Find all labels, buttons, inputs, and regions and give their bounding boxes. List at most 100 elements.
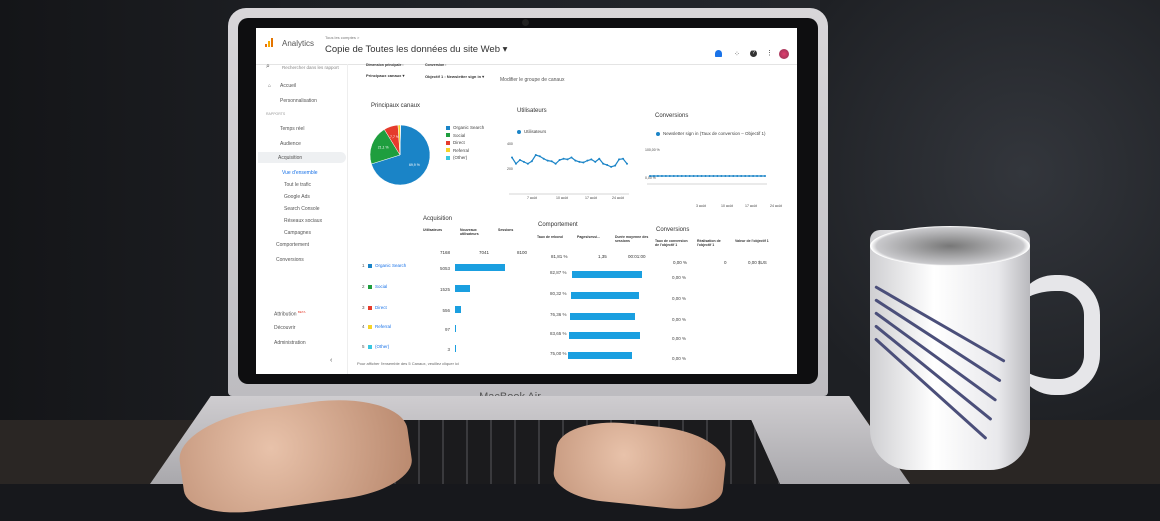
pie-slice[interactable]: [399, 124, 401, 156]
users-point[interactable]: [618, 158, 621, 161]
conv-point[interactable]: [740, 175, 743, 177]
avatar[interactable]: [779, 49, 789, 59]
dimension-dropdown[interactable]: Principaux canaux ▾: [366, 73, 405, 78]
sidebar-sub-search-console[interactable]: Search Console: [284, 206, 320, 212]
conv-point[interactable]: [692, 175, 695, 177]
users-point[interactable]: [514, 162, 517, 165]
users-point[interactable]: [606, 164, 609, 166]
conv-point[interactable]: [680, 175, 683, 177]
conv-point[interactable]: [716, 175, 719, 177]
conv-point[interactable]: [708, 175, 711, 177]
sidebar-item-attribution[interactable]: Attribution BETA: [274, 310, 306, 318]
sidebar-sub-tout-le-trafic[interactable]: Tout le trafic: [284, 182, 311, 188]
conv-point[interactable]: [732, 175, 735, 177]
users-point[interactable]: [566, 158, 569, 161]
users-point[interactable]: [626, 162, 628, 165]
users-point[interactable]: [570, 156, 573, 159]
channel-link[interactable]: (Other): [375, 344, 390, 349]
conv-point[interactable]: [688, 175, 691, 177]
conv-point[interactable]: [704, 175, 707, 177]
conv-point[interactable]: [696, 175, 699, 177]
apps-icon[interactable]: ⁘: [734, 51, 740, 58]
conv-point[interactable]: [744, 175, 747, 177]
sidebar-item-audience[interactable]: Audience: [280, 141, 301, 147]
users-point[interactable]: [598, 157, 601, 160]
more-icon[interactable]: ⋮: [766, 50, 773, 57]
conv-point[interactable]: [652, 175, 655, 177]
modify-channel-group-link[interactable]: Modifier le groupe de canaux: [500, 77, 565, 83]
conv-point[interactable]: [656, 175, 659, 177]
sidebar-item-temps-reel[interactable]: Temps réel: [280, 126, 305, 132]
sidebar-item-decouvrir[interactable]: Découvrir: [274, 325, 296, 331]
conv-point[interactable]: [748, 175, 751, 177]
column-header[interactable]: Pages/sessi...: [577, 235, 600, 239]
search-input[interactable]: Rechercher dans les rapport: [282, 65, 339, 70]
users-point[interactable]: [578, 160, 581, 163]
users-point[interactable]: [590, 158, 593, 161]
sidebar-item-conversions[interactable]: Conversions: [276, 257, 304, 263]
conv-point[interactable]: [676, 175, 679, 177]
conv-point[interactable]: [684, 175, 687, 177]
column-header[interactable]: Valeur de l'objectif 1: [735, 239, 769, 243]
sidebar-item-accueil[interactable]: Accueil: [280, 83, 297, 89]
column-header[interactable]: Réalisation de l'objectif 1: [697, 239, 721, 247]
breadcrumb[interactable]: Tous les comptes >: [325, 35, 360, 40]
notifications-icon[interactable]: [715, 50, 722, 57]
conv-point[interactable]: [649, 175, 651, 177]
conv-point[interactable]: [736, 175, 739, 177]
users-point[interactable]: [554, 162, 557, 165]
users-point[interactable]: [518, 159, 521, 161]
users-point[interactable]: [602, 162, 605, 165]
conv-point[interactable]: [728, 175, 731, 177]
column-header[interactable]: Taux de conversion de l'objectif 1: [655, 239, 688, 247]
users-point[interactable]: [622, 157, 625, 160]
conv-point[interactable]: [760, 175, 763, 177]
show-all-channels-link[interactable]: Pour afficher l'ensemble des 5 Canaux, v…: [357, 361, 459, 366]
conv-point[interactable]: [660, 175, 663, 177]
conv-point[interactable]: [700, 175, 703, 177]
users-point[interactable]: [558, 159, 561, 161]
channel-link[interactable]: Direct: [375, 305, 387, 310]
users-point[interactable]: [614, 164, 617, 167]
column-header[interactable]: Nouveaux utilisateurs: [460, 228, 479, 236]
pie-slice[interactable]: [371, 124, 431, 186]
column-header[interactable]: Taux de rebond: [537, 235, 563, 239]
users-point[interactable]: [526, 162, 529, 165]
collapse-icon[interactable]: ‹: [330, 357, 333, 364]
channel-link[interactable]: Referral: [375, 324, 392, 329]
users-point[interactable]: [582, 161, 585, 164]
users-point[interactable]: [542, 157, 545, 160]
conv-point[interactable]: [724, 175, 727, 177]
conv-point[interactable]: [672, 175, 675, 177]
sidebar-item-comportement[interactable]: Comportement: [276, 242, 310, 248]
conv-point[interactable]: [668, 175, 671, 177]
users-point[interactable]: [534, 154, 537, 156]
sidebar-sub-google-ads[interactable]: Google Ads: [284, 194, 310, 200]
channel-link[interactable]: Social: [375, 284, 388, 289]
conv-point[interactable]: [764, 175, 766, 177]
users-point[interactable]: [550, 160, 553, 163]
sidebar-sub-campagnes[interactable]: Campagnes: [284, 230, 311, 236]
column-header[interactable]: Sessions: [498, 228, 514, 232]
sidebar-item-personnalisation[interactable]: Personnalisation: [280, 98, 317, 104]
column-header[interactable]: Utilisateurs: [423, 228, 443, 232]
conv-point[interactable]: [712, 175, 715, 177]
users-point[interactable]: [530, 160, 533, 163]
conv-point[interactable]: [720, 175, 723, 177]
column-header[interactable]: Durée moyenne des sessions: [615, 235, 649, 243]
conv-point[interactable]: [756, 175, 759, 177]
property-selector[interactable]: Copie de Toutes les données du site Web …: [325, 44, 507, 55]
sidebar-sub-reseaux-sociaux[interactable]: Réseaux sociaux: [284, 218, 323, 224]
pie-slice[interactable]: [369, 129, 401, 165]
users-point[interactable]: [574, 159, 577, 162]
users-point[interactable]: [538, 155, 541, 158]
channel-link[interactable]: Organic Search: [375, 263, 407, 268]
users-point[interactable]: [511, 156, 513, 159]
conv-point[interactable]: [664, 175, 667, 177]
help-icon[interactable]: ?: [750, 50, 757, 57]
sidebar-item-acquisition[interactable]: [258, 152, 346, 163]
users-point[interactable]: [562, 157, 565, 160]
users-point[interactable]: [546, 159, 549, 162]
sidebar-item-administration[interactable]: Administration: [274, 340, 306, 346]
users-point[interactable]: [522, 160, 525, 163]
